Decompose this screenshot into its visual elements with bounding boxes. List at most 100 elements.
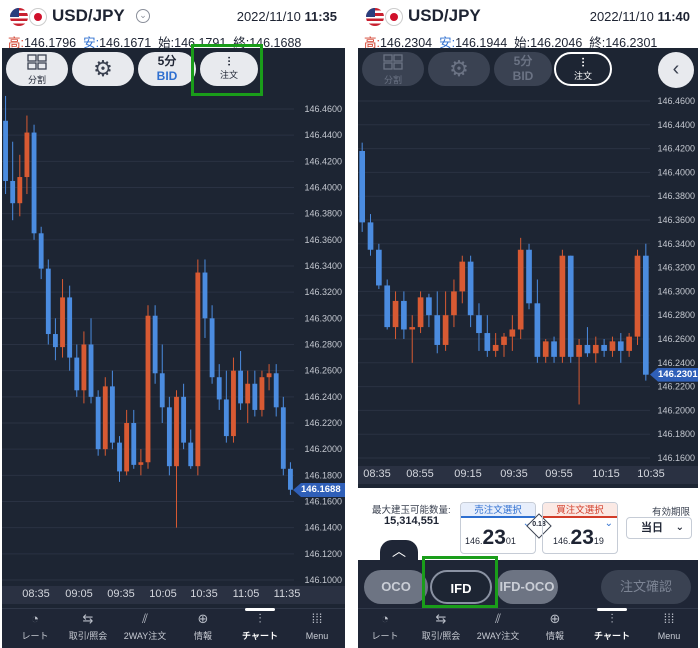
candle-body — [434, 315, 441, 345]
candle-body — [216, 377, 222, 400]
interval-bid-button[interactable]: 5分 BID — [494, 52, 552, 86]
candle-body — [124, 423, 130, 472]
candle-body — [60, 297, 65, 348]
nav-2way[interactable]: ⫽ 2WAY注文 — [112, 609, 178, 648]
candle-body — [501, 336, 507, 345]
expand-tab[interactable]: ︿ — [380, 540, 418, 564]
candle-body — [188, 442, 194, 467]
x-tick-label: 10:35 — [190, 588, 218, 600]
expiry-select[interactable]: 当日 ⌄ — [626, 517, 692, 539]
y-tick-label: 146.4000 — [657, 167, 695, 177]
settings-button[interactable]: ⚙ — [72, 52, 134, 86]
candle-body — [634, 255, 641, 337]
nav-trade[interactable]: ⇆ 取引/照会 — [55, 609, 121, 648]
nav-2way[interactable]: ⫽ 2WAY注文 — [465, 609, 531, 648]
nav-menu[interactable]: ⁞⁞⁞ Menu — [284, 609, 345, 648]
collapse-toolbar-button[interactable]: ‹ — [658, 52, 694, 88]
chevron-left-icon: ‹ — [672, 58, 680, 80]
nav-info[interactable]: ⊕ 情報 — [170, 609, 236, 648]
y-tick-label: 146.2200 — [657, 382, 695, 392]
candle-body — [138, 462, 144, 465]
candle-body — [259, 377, 265, 410]
x-tick-label: 09:05 — [65, 588, 93, 600]
candle-body — [117, 442, 122, 472]
nav-rate[interactable]: ◔ レート — [358, 609, 418, 648]
candle-body — [152, 315, 158, 374]
currency-pair[interactable]: USD/JPY — [52, 6, 125, 25]
menu-icon: ⁞⁞⁞ — [663, 611, 675, 626]
jp-flag-icon — [29, 8, 47, 26]
nav-chart[interactable]: ⫶ チャート — [579, 608, 645, 648]
order-button[interactable]: ⫶ 注文 — [554, 52, 612, 86]
max-qty-value: 15,314,551 — [384, 515, 440, 527]
candle-body — [67, 297, 73, 358]
current-price-tag: 146.1688 — [293, 482, 345, 497]
order-button[interactable]: ⫶ 注文 — [200, 52, 258, 86]
candle-chart[interactable]: 146.1000 146.1200 146.1400 146.1600 146.1800… — [2, 92, 345, 586]
chart-screen-right: USD/JPY 2022/11/10 11:40 高:146.2304 安:14… — [358, 0, 698, 648]
split-view-button[interactable]: 分割 — [362, 52, 424, 86]
candle-body — [526, 249, 532, 304]
tab-ifd[interactable]: IFD — [430, 570, 492, 604]
drag-handle[interactable] — [513, 491, 539, 494]
currency-pair[interactable]: USD/JPY — [408, 6, 481, 25]
candle-body — [542, 341, 549, 357]
nav-chart[interactable]: ⫶ チャート — [227, 608, 293, 648]
candle-body — [451, 291, 457, 316]
chart-toolbar: 分割 ⚙ 5分 BID ⫶ 注文 — [2, 48, 345, 92]
candle-body — [576, 344, 582, 357]
bottom-nav: ◔ レート ⇆ 取引/照会 ⫽ 2WAY注文 ⊕ 情報 ⫶ チャート ⁞⁞⁞ Menu — [358, 608, 698, 648]
y-tick-label: 146.2000 — [657, 405, 695, 415]
ohlc-quotes: 高:146.2304 安:146.1944 始:146.2046 終:146.2… — [364, 36, 658, 50]
nav-info[interactable]: ⊕ 情報 — [522, 609, 588, 648]
candle-icon: ⫶ — [227, 55, 231, 69]
y-tick-label: 146.3600 — [304, 235, 342, 245]
candle-body — [280, 407, 286, 469]
y-tick-label: 146.4200 — [304, 156, 342, 166]
rate-header: USD/JPY ⌄ 2022/11/10 11:35 高:146.1796 安:… — [2, 0, 345, 56]
y-tick-label: 146.1800 — [657, 429, 695, 439]
candle-body — [384, 285, 391, 328]
y-tick-label: 146.2400 — [304, 392, 342, 402]
current-price-tag: 146.2301 — [650, 367, 698, 382]
interval-bid-button[interactable]: 5分 BID — [138, 52, 196, 86]
candle-body — [417, 297, 424, 328]
candle-body — [45, 268, 51, 335]
tab-oco[interactable]: OCO — [364, 570, 428, 604]
candle-body — [88, 344, 94, 397]
y-tick-label: 146.3400 — [304, 261, 342, 271]
settings-button[interactable]: ⚙ — [428, 52, 490, 86]
split-view-button[interactable]: 分割 — [6, 52, 68, 86]
confirm-order-button[interactable]: 注文確認 — [601, 570, 691, 604]
x-tick-label: 10:05 — [149, 588, 177, 600]
y-tick-label: 146.2600 — [657, 334, 695, 344]
highlight-box — [422, 556, 498, 608]
max-qty-label: 最大建玉可能数量: — [372, 505, 451, 516]
y-tick-label: 146.4400 — [657, 120, 695, 130]
candle-body — [38, 233, 44, 269]
chart-icon: ⫶ — [610, 611, 614, 626]
candle-body — [10, 180, 16, 204]
candle-chart[interactable]: 146.1600 146.1800 146.2000 146.2200 146.2400… — [358, 92, 698, 466]
info-icon: ⊕ — [197, 611, 209, 626]
twoway-icon: ⫽ — [495, 611, 501, 626]
candle-body — [252, 383, 258, 410]
tab-ifd-oco[interactable]: IFD-OCO — [496, 570, 558, 604]
candle-body — [609, 341, 616, 351]
buy-price: 146.2319 — [553, 526, 604, 549]
y-tick-label: 146.3800 — [304, 209, 342, 219]
us-flag-icon — [366, 8, 384, 26]
rate-icon: ◔ — [381, 611, 389, 626]
nav-rate[interactable]: ◔ レート — [2, 609, 68, 648]
candle-icon: ⫶ — [581, 56, 585, 70]
chevron-down-icon[interactable]: ⌄ — [136, 9, 150, 23]
candle-body — [273, 373, 279, 408]
rate-icon: ◔ — [31, 611, 39, 626]
buy-order-select[interactable]: 買注文選択 146.2319 ⌄ — [542, 502, 618, 554]
nav-trade[interactable]: ⇆ 取引/照会 — [408, 609, 474, 648]
buy-chevron-icon: ⌄ — [604, 518, 613, 529]
y-tick-label: 146.1000 — [304, 575, 342, 585]
nav-menu[interactable]: ⁞⁞⁞ Menu — [636, 609, 698, 648]
candle-body — [266, 373, 272, 378]
sell-order-select[interactable]: 売注文選択 146.2301 ⌄ — [460, 502, 536, 554]
